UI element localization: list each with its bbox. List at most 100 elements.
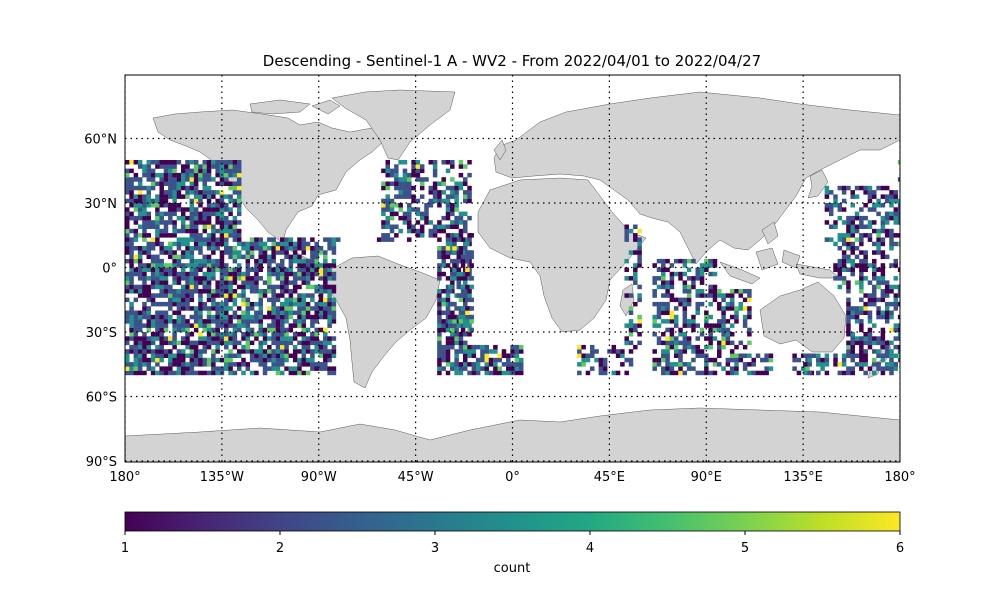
grid-cell [385, 181, 390, 186]
grid-cell [301, 280, 307, 285]
grid-cell [224, 250, 229, 255]
grid-cell [284, 284, 289, 290]
grid-cell [172, 276, 177, 281]
grid-cell [305, 284, 311, 290]
grid-cell [215, 280, 220, 285]
grid-cell [859, 280, 864, 285]
grid-cell [678, 332, 683, 337]
grid-cell [824, 362, 830, 367]
grid-cell [458, 344, 464, 350]
grid-cell [189, 297, 195, 303]
grid-cell [415, 220, 421, 225]
grid-cell [897, 177, 900, 182]
grid-cell [867, 314, 873, 320]
grid-cell [454, 353, 459, 358]
grid-cell [228, 366, 233, 371]
grid-cell [837, 370, 843, 376]
grid-cell [867, 190, 873, 195]
grid-cell [897, 215, 900, 221]
grid-cell [185, 284, 190, 290]
grid-cell [159, 160, 164, 165]
grid-cell [424, 207, 429, 212]
grid-cell [288, 314, 294, 320]
grid-cell [850, 228, 855, 234]
grid-cell [889, 211, 894, 217]
grid-cell [742, 353, 748, 358]
grid-cell [841, 250, 847, 255]
grid-cell [712, 336, 718, 341]
grid-cell [880, 357, 886, 363]
grid-cell [661, 284, 666, 290]
grid-cell [301, 336, 307, 341]
grid-cell [219, 241, 225, 247]
grid-cell [211, 190, 216, 195]
grid-cell [159, 250, 164, 255]
grid-cell [168, 220, 173, 225]
grid-cell [590, 349, 595, 354]
grid-cell [189, 289, 195, 294]
grid-cell [893, 284, 899, 290]
lat-tick-label: 60°S [86, 391, 117, 406]
grid-cell [411, 228, 416, 234]
grid-cell [465, 284, 470, 290]
grid-cell [215, 181, 220, 186]
grid-cell [280, 258, 285, 264]
grid-cell [673, 340, 679, 346]
grid-cell [271, 289, 276, 294]
grid-cell [854, 336, 860, 341]
grid-cell [189, 276, 195, 281]
grid-cell [738, 357, 744, 363]
grid-cell [219, 267, 225, 272]
grid-cell [846, 353, 851, 358]
grid-cell [193, 164, 199, 169]
grid-cell [721, 336, 726, 341]
grid-cell [258, 362, 263, 367]
grid-cell [262, 357, 268, 363]
grid-cell [725, 332, 731, 337]
grid-cell [168, 293, 173, 298]
grid-cell [292, 366, 298, 371]
grid-cell [168, 284, 173, 290]
grid-cell [695, 323, 700, 328]
grid-cell [125, 349, 130, 354]
grid-cell [859, 306, 864, 311]
grid-cell [163, 301, 169, 307]
grid-cell [189, 284, 195, 290]
grid-cell [245, 314, 251, 320]
grid-cell [129, 349, 134, 354]
grid-cell [211, 267, 216, 272]
grid-cell [137, 284, 143, 290]
grid-cell [292, 241, 298, 247]
grid-cell [284, 319, 289, 324]
grid-cell [168, 297, 173, 303]
grid-cell [125, 246, 130, 251]
grid-cell [897, 241, 900, 247]
grid-cell [176, 301, 182, 307]
grid-cell [682, 319, 688, 324]
grid-cell [323, 297, 328, 303]
grid-cell [880, 327, 886, 333]
grid-cell [437, 297, 442, 303]
grid-cell [275, 344, 281, 350]
grid-cell [305, 340, 311, 346]
grid-cell [833, 241, 838, 247]
grid-cell [331, 271, 337, 277]
grid-cell [893, 297, 899, 303]
grid-cell [318, 362, 324, 367]
grid-cell [198, 349, 203, 354]
grid-cell [437, 319, 442, 324]
grid-cell [824, 353, 830, 358]
grid-cell [176, 190, 182, 195]
grid-cell [159, 280, 164, 285]
grid-cell [150, 314, 156, 320]
grid-cell [271, 349, 276, 354]
grid-cell [469, 319, 474, 324]
grid-cell [633, 233, 638, 238]
grid-cell [454, 349, 459, 354]
grid-cell [467, 160, 472, 165]
grid-cell [437, 271, 442, 277]
grid-cell [249, 353, 255, 358]
grid-cell [437, 203, 442, 208]
grid-cell [678, 297, 683, 303]
grid-cell [447, 314, 453, 320]
